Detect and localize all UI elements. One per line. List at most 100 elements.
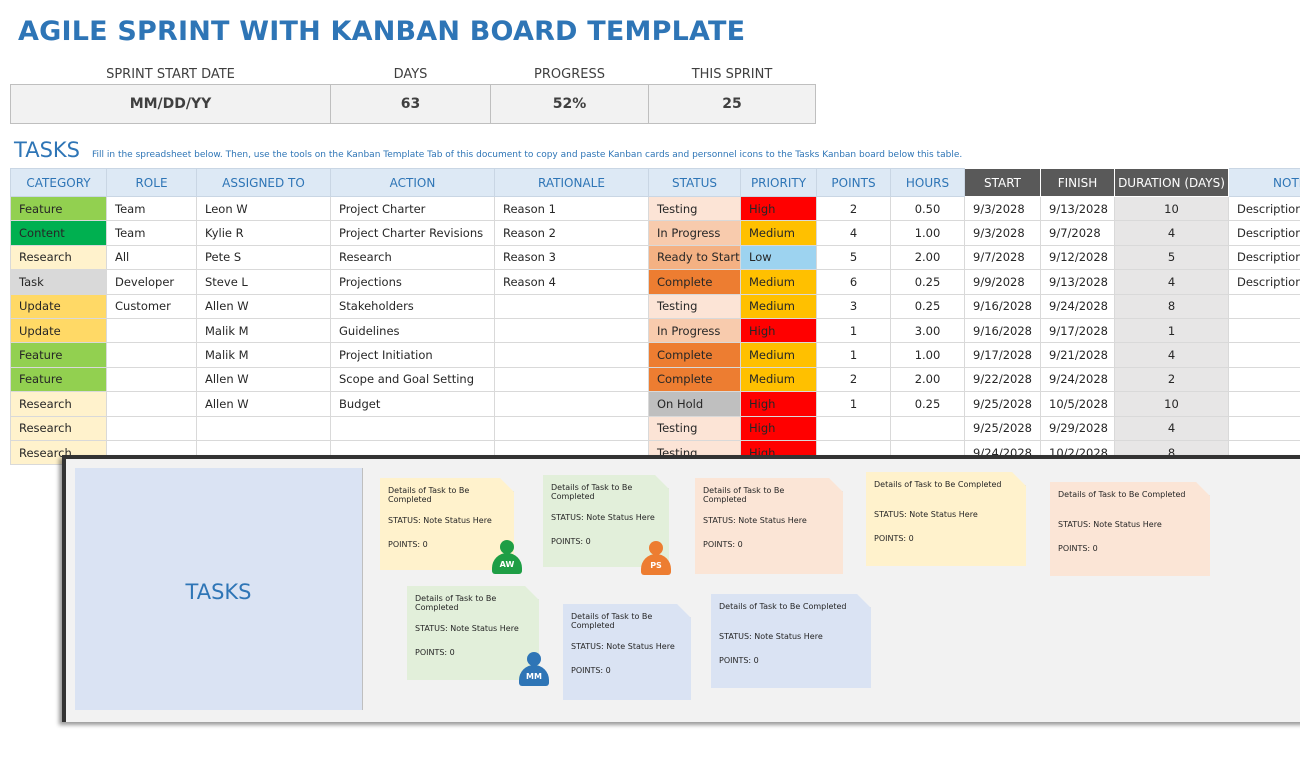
task-row: Content Team Kylie R Project Charter Revisi… <box>10 220 1300 246</box>
task-cell: 4 <box>1114 220 1229 246</box>
column-header: NOTES <box>1228 168 1300 197</box>
task-cell <box>330 415 495 441</box>
task-cell: 2 <box>816 366 891 393</box>
task-cell <box>1228 293 1300 319</box>
task-cell: Testing <box>648 293 741 319</box>
task-cell: 4 <box>1114 342 1229 368</box>
person-head <box>649 541 663 555</box>
task-cell: Steve L <box>196 269 331 295</box>
task-cell: Low <box>740 244 817 271</box>
summary-value: 63 <box>330 84 491 124</box>
task-cell: Team <box>106 220 197 246</box>
task-cell: 4 <box>1114 269 1229 295</box>
card-title: Details of Task to Be Completed <box>719 602 847 611</box>
task-cell <box>106 415 197 441</box>
person-head <box>527 652 541 666</box>
task-cell: 10/5/2028 <box>1040 391 1115 417</box>
task-cell: Reason 1 <box>494 195 649 222</box>
task-row: Feature Allen W Scope and Goal Setting Comp… <box>10 366 1300 393</box>
task-cell: Testing <box>648 195 741 222</box>
task-cell: Projections <box>330 269 495 295</box>
task-cell: 0.25 <box>890 293 965 319</box>
task-cell: Allen W <box>196 391 331 417</box>
summary-value: 25 <box>648 84 816 124</box>
task-cell: 9/17/2028 <box>964 342 1041 368</box>
task-cell: Project Charter Revisions <box>330 220 495 246</box>
kanban-card: Details of Task to Be Completed STATUS: N… <box>543 475 669 567</box>
task-cell: Malik M <box>196 342 331 368</box>
task-cell <box>106 317 197 344</box>
task-cell <box>106 391 197 417</box>
task-cell: Leon W <box>196 195 331 222</box>
kanban-card: Details of Task to Be Completed STATUS: N… <box>711 594 871 688</box>
column-header: HOURS <box>890 168 965 197</box>
person-body <box>519 665 549 686</box>
kanban-card: Details of Task to Be Completed STATUS: N… <box>1050 482 1210 576</box>
task-cell: Content <box>10 220 107 246</box>
task-cell: 1 <box>816 391 891 417</box>
task-row: Feature Malik M Project Initiation Complete… <box>10 342 1300 368</box>
task-cell: 1 <box>1114 317 1229 344</box>
person-body <box>492 553 522 574</box>
column-header: ROLE <box>106 168 197 197</box>
task-cell: In Progress <box>648 220 741 246</box>
task-cell: Malik M <box>196 317 331 344</box>
task-cell <box>1228 317 1300 344</box>
board-label: TASKS <box>185 580 252 604</box>
card-status: STATUS: Note Status Here <box>703 516 807 525</box>
person-icon: MM <box>519 652 549 686</box>
task-cell: Allen W <box>196 366 331 393</box>
task-cell: Medium <box>740 269 817 295</box>
task-cell <box>1228 415 1300 441</box>
column-header: DURATION (DAYS) <box>1114 168 1229 197</box>
task-cell: Feature <box>10 366 107 393</box>
task-row: Update Malik M Guidelines In Progress High 1 3… <box>10 317 1300 344</box>
task-cell: 4 <box>816 220 891 246</box>
task-cell: Testing <box>648 415 741 441</box>
task-cell: 9/21/2028 <box>1040 342 1115 368</box>
card-status: STATUS: Note Status Here <box>571 642 675 651</box>
card-status: STATUS: Note Status Here <box>874 510 978 519</box>
task-cell: Team <box>106 195 197 222</box>
tasks-table: CATEGORY ROLE ASSIGNED TO ACTION RATIONALE ST… <box>10 168 1300 466</box>
task-cell: Scope and Goal Setting <box>330 366 495 393</box>
instructions: Fill in the spreadsheet below. Then, use… <box>92 150 963 160</box>
card-points: POINTS: 0 <box>551 537 591 546</box>
card-title: Details of Task to Be Completed <box>571 612 653 630</box>
task-cell: 9/7/2028 <box>964 244 1041 271</box>
card-status: STATUS: Note Status Here <box>388 516 492 525</box>
task-cell: 3 <box>816 293 891 319</box>
summary-label: THIS SPRINT <box>691 66 773 82</box>
card-status: STATUS: Note Status Here <box>719 632 823 641</box>
task-cell: Description <box>1228 269 1300 295</box>
task-cell: 9/3/2028 <box>964 220 1041 246</box>
task-cell <box>1228 391 1300 417</box>
card-points: POINTS: 0 <box>388 540 428 549</box>
kanban-card: Details of Task to Be Completed STATUS: N… <box>695 478 843 574</box>
task-cell: Medium <box>740 293 817 319</box>
task-cell: 1 <box>816 342 891 368</box>
task-cell: High <box>740 415 817 441</box>
card-title: Details of Task to Be Completed <box>703 486 785 504</box>
column-header: FINISH <box>1040 168 1115 197</box>
task-cell: In Progress <box>648 317 741 344</box>
task-cell: 1 <box>816 317 891 344</box>
task-cell <box>196 415 331 441</box>
task-cell: Pete S <box>196 244 331 271</box>
card-title: Details of Task to Be Completed <box>415 594 497 612</box>
task-cell: Reason 2 <box>494 220 649 246</box>
task-cell: Task <box>10 269 107 295</box>
task-cell: Research <box>10 439 107 466</box>
task-cell: Update <box>10 293 107 319</box>
task-cell <box>494 366 649 393</box>
task-cell: Description <box>1228 195 1300 222</box>
task-cell <box>1228 342 1300 368</box>
kanban-board: TASKS Details of Task to Be Completed STA… <box>62 455 1300 722</box>
task-cell <box>494 342 649 368</box>
task-cell: 9/25/2028 <box>964 391 1041 417</box>
task-cell <box>816 415 891 441</box>
task-cell: High <box>740 195 817 222</box>
card-points: POINTS: 0 <box>571 666 611 675</box>
task-cell <box>494 415 649 441</box>
task-cell: Project Initiation <box>330 342 495 368</box>
